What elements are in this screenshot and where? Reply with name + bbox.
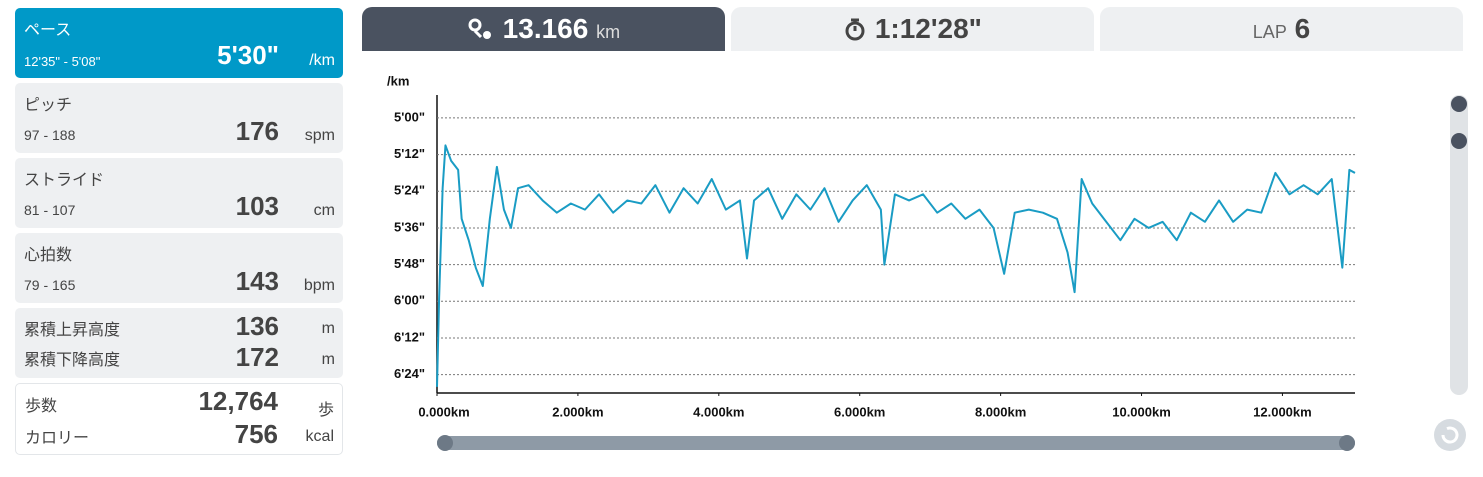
- x-tick-label: 0.000km: [418, 404, 469, 419]
- reset-icon: [1441, 426, 1459, 444]
- label: 累積下降高度: [24, 352, 121, 369]
- lap-tab[interactable]: LAP 6: [1100, 7, 1463, 51]
- unit: kcal: [305, 428, 334, 445]
- y-tick-label: 5'00": [394, 109, 425, 124]
- distance-value: 13.166: [502, 13, 589, 44]
- x-tick-label: 10.000km: [1112, 404, 1171, 419]
- x-tick-label: 2.000km: [552, 404, 603, 419]
- label: 心拍数: [24, 247, 73, 264]
- unit: cm: [313, 202, 335, 219]
- slider-handle-right[interactable]: [1339, 435, 1355, 451]
- value: 756: [234, 419, 278, 449]
- range-slider[interactable]: [437, 436, 1355, 450]
- value: 172: [235, 342, 279, 372]
- unit: m: [321, 320, 335, 337]
- label: ピッチ: [24, 97, 73, 114]
- time-tab[interactable]: 1:12'28": [731, 7, 1094, 51]
- unit: 歩: [317, 402, 334, 419]
- heart-rate-card: 心拍数 79 - 165 143 bpm: [15, 233, 343, 303]
- time-value: 1:12'28": [874, 13, 982, 44]
- zoom-handle-top[interactable]: [1451, 96, 1467, 112]
- zoom-handle-bottom[interactable]: [1451, 133, 1467, 149]
- label: ペース: [24, 22, 72, 39]
- y-tick-label: 5'12": [394, 146, 425, 161]
- pace-card: ペース 12'35" - 5'08" 5'30" /km: [15, 8, 343, 78]
- stride-card: ストライド 81 - 107 103 cm: [15, 158, 343, 228]
- y-tick-label: 5'24": [394, 183, 425, 198]
- value: 136: [235, 311, 279, 341]
- stopwatch-icon: [845, 18, 865, 41]
- range: 97 - 188: [24, 127, 76, 143]
- x-tick-label: 8.000km: [975, 404, 1026, 419]
- y-tick-label: 6'00": [394, 293, 425, 308]
- unit: spm: [304, 127, 335, 144]
- y-tick-label: 6'12": [394, 329, 425, 344]
- label: 累積上昇高度: [24, 322, 121, 339]
- y-tick-label: 5'48": [394, 256, 425, 271]
- lap-label: LAP: [1252, 22, 1287, 42]
- pace-line: [436, 144, 1356, 387]
- y-tick-label: 6'24": [394, 366, 425, 381]
- unit: m: [321, 351, 335, 368]
- unit: /km: [309, 52, 335, 69]
- value: 5'30": [217, 40, 279, 70]
- value: 143: [235, 266, 279, 296]
- range: 81 - 107: [24, 202, 76, 218]
- value: 12,764: [198, 386, 278, 416]
- pitch-card: ピッチ 97 - 188 176 spm: [15, 83, 343, 153]
- distance-tab[interactable]: 13.166 km: [362, 7, 725, 51]
- slider-handle-left[interactable]: [437, 435, 453, 451]
- y-axis-label: /km: [387, 73, 409, 88]
- range: 12'35" - 5'08": [24, 54, 101, 69]
- zoom-slider[interactable]: [1450, 95, 1468, 395]
- value: 176: [235, 116, 279, 146]
- unit: bpm: [303, 277, 335, 294]
- distance-unit: km: [596, 22, 621, 42]
- activity-card: 歩数 12,764 歩 カロリー 756 kcal: [15, 383, 343, 455]
- label: カロリー: [25, 430, 90, 447]
- label: ストライド: [24, 172, 105, 189]
- value: 103: [235, 191, 279, 221]
- x-tick-label: 4.000km: [693, 404, 744, 419]
- route-icon: [468, 18, 491, 39]
- x-tick-label: 12.000km: [1253, 404, 1312, 419]
- y-tick-label: 5'36": [394, 219, 425, 234]
- elevation-card: 累積上昇高度 136 m 累積下降高度 172 m: [15, 308, 343, 378]
- x-tick-label: 6.000km: [834, 404, 885, 419]
- label: 歩数: [25, 398, 58, 415]
- lap-value: 6: [1294, 13, 1311, 44]
- reset-button[interactable]: [1434, 419, 1466, 451]
- range: 79 - 165: [24, 277, 76, 293]
